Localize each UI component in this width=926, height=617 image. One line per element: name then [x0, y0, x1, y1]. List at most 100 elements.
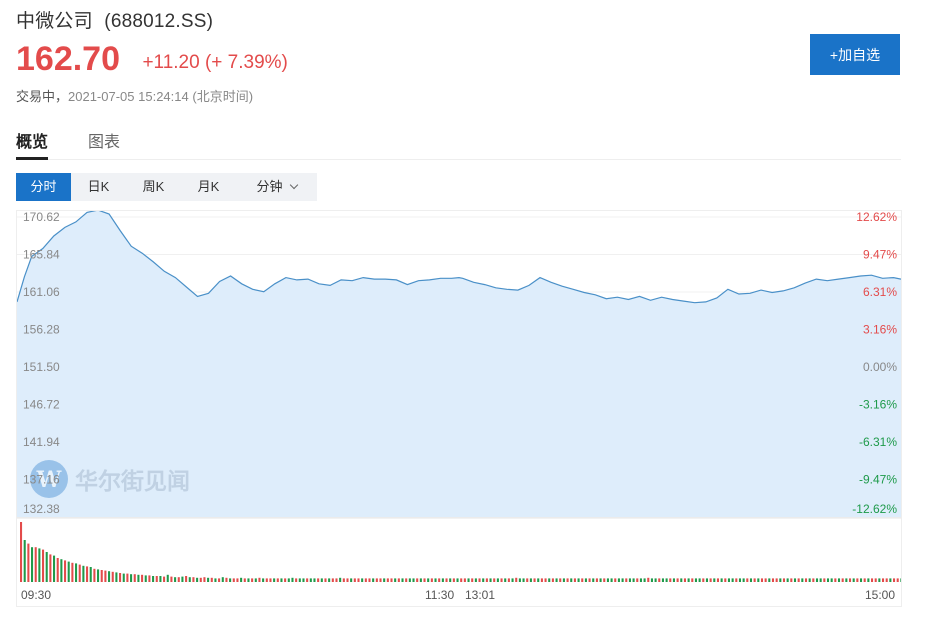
volume-bar — [716, 578, 719, 582]
period-minute-dropdown[interactable]: 分钟 — [236, 173, 317, 201]
volume-bar — [130, 574, 133, 582]
volume-bar — [628, 578, 631, 582]
volume-bar — [82, 565, 85, 582]
volume-bar — [207, 577, 210, 582]
volume-bar — [647, 577, 650, 582]
y-tick-label: 161.06 — [23, 285, 60, 299]
volume-bar — [500, 578, 503, 582]
add-to-watchlist-button[interactable]: +加自选 — [810, 34, 900, 75]
intraday-chart[interactable]: W 华尔街见闻 170.62 165.84 161.06 156.28 151.50 14… — [16, 210, 902, 607]
volume-bar — [782, 578, 786, 582]
volume-bar — [27, 543, 30, 582]
volume-bar — [240, 577, 243, 582]
volume-bar — [650, 578, 653, 582]
volume-bar — [335, 578, 338, 582]
volume-bar — [320, 578, 323, 582]
y-tick-label: 170.62 — [23, 211, 60, 224]
volume-bar — [412, 578, 415, 582]
volume-bar — [705, 578, 708, 582]
volume-bar — [874, 578, 877, 582]
volume-bar — [771, 578, 775, 582]
volume-bar — [562, 578, 565, 582]
volume-bar — [265, 578, 268, 582]
volume-bar — [430, 578, 433, 582]
volume-bar — [287, 578, 290, 582]
volume-bar — [584, 578, 587, 582]
volume-bar — [438, 578, 441, 582]
volume-bar — [306, 578, 309, 582]
current-price: 162.70 — [16, 40, 120, 78]
volume-bar — [485, 578, 488, 582]
volume-bar — [672, 578, 675, 582]
volume-bar — [863, 578, 866, 582]
volume-bar — [93, 568, 96, 582]
volume-bar — [625, 578, 628, 582]
volume-bar — [617, 578, 620, 582]
period-weekly-k[interactable]: 周K — [142, 179, 165, 194]
price-change-value: +11.20 — [142, 51, 200, 73]
volume-bar — [86, 566, 89, 582]
volume-bar — [236, 578, 239, 582]
trading-status: 交易中，2021-07-05 15:24:14 (北京时间) — [16, 86, 253, 105]
volume-bar — [243, 578, 246, 582]
volume-bar — [801, 578, 804, 582]
stock-ticker: (688012.SS) — [104, 11, 214, 32]
volume-bar — [174, 577, 177, 582]
x-tick-label: 11:30 — [425, 588, 454, 602]
volume-bar — [746, 578, 749, 582]
volume-bar — [350, 578, 353, 582]
volume-bar — [889, 578, 892, 582]
volume-bar — [122, 573, 125, 582]
percent-tick-label: -6.31% — [859, 435, 897, 449]
volume-bar — [324, 578, 327, 582]
volume-bar — [581, 578, 584, 582]
volume-bar — [845, 578, 848, 582]
x-tick-label: 13:01 — [465, 588, 495, 602]
volume-bar — [56, 558, 59, 582]
volume-bar — [368, 578, 371, 582]
volume-bar — [720, 578, 723, 582]
volume-bar — [203, 577, 206, 582]
tab-chart[interactable]: 图表 — [88, 134, 121, 151]
volume-bar — [573, 578, 576, 582]
y-tick-label: 146.72 — [23, 398, 60, 412]
volume-bar — [614, 578, 617, 582]
volume-bar — [848, 578, 852, 582]
volume-bar — [159, 576, 162, 582]
volume-bar — [515, 577, 518, 582]
volume-bar — [313, 578, 316, 582]
volume-bar — [276, 578, 279, 582]
period-monthly-k[interactable]: 月K — [197, 179, 220, 194]
volume-bar — [643, 578, 646, 582]
y-tick-label: 141.94 — [23, 435, 60, 449]
volume-bar — [218, 578, 221, 582]
volume-bar — [511, 578, 514, 582]
volume-bar — [262, 578, 265, 582]
volume-bar — [812, 578, 815, 582]
volume-bar — [357, 578, 360, 582]
volume-bar — [372, 578, 375, 582]
volume-bar — [815, 578, 819, 582]
y-tick-label: 165.84 — [23, 248, 60, 262]
volume-bar — [199, 577, 202, 582]
percent-tick-label: 0.00% — [863, 360, 897, 374]
period-daily-k[interactable]: 日K — [87, 179, 110, 194]
volume-bar — [170, 576, 173, 582]
price-row: 162.70 +11.20 (+ 7.39%) — [16, 40, 288, 80]
chevron-down-icon — [289, 180, 298, 190]
volume-bar — [49, 554, 52, 582]
volume-bar — [148, 575, 151, 582]
period-intraday[interactable]: 分时 — [16, 173, 71, 201]
period-selector: 分时 日K 周K 月K 分钟 — [16, 173, 317, 201]
volume-bar — [427, 578, 430, 582]
volume-bar — [460, 578, 463, 582]
volume-bar — [896, 578, 899, 582]
volume-bar — [518, 578, 521, 582]
volume-bar — [38, 548, 41, 582]
tab-overview[interactable]: 概览 — [16, 128, 49, 160]
volume-bar — [452, 578, 455, 582]
volume-bar — [507, 578, 510, 582]
volume-bar — [713, 578, 716, 582]
y-tick-label: 156.28 — [23, 323, 60, 337]
volume-bar — [75, 563, 78, 582]
